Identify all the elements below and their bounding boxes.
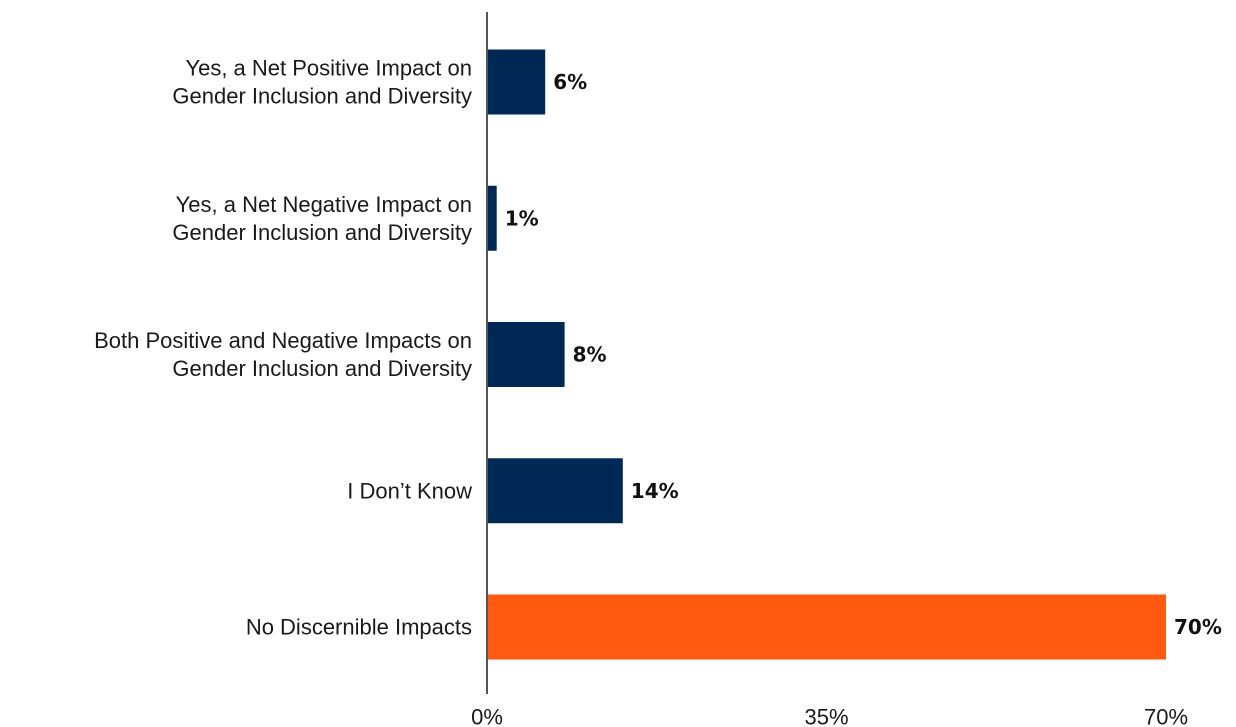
category-label-line: No Discernible Impacts [246, 615, 472, 640]
value-label-4: 14% [631, 479, 679, 503]
value-labels: 6% 1% 8% 14% 70% [505, 70, 1222, 639]
value-label-2: 1% [505, 206, 539, 230]
value-label-3: 8% [573, 343, 607, 367]
category-label-line: Yes, a Net Negative Impact on [176, 192, 472, 217]
category-label-3: Both Positive and Negative Impacts on Gen… [94, 328, 472, 381]
category-label-line: Gender Inclusion and Diversity [172, 220, 472, 245]
category-label-line: Both Positive and Negative Impacts on [94, 328, 472, 353]
value-label-5: 70% [1174, 615, 1222, 639]
category-label-line: I Don’t Know [347, 478, 472, 503]
category-label-line: Yes, a Net Positive Impact on [185, 56, 472, 81]
bar-3 [487, 322, 565, 387]
bar-1 [487, 49, 546, 115]
category-label-line: Gender Inclusion and Diversity [172, 356, 472, 381]
category-label-4: I Don’t Know [347, 478, 472, 503]
category-label-line: Gender Inclusion and Diversity [172, 84, 472, 109]
category-label-5: No Discernible Impacts [246, 615, 472, 640]
bar-4 [487, 458, 623, 524]
bar-2 [487, 185, 497, 251]
category-label-2: Yes, a Net Negative Impact on Gender Incl… [172, 192, 472, 245]
value-label-1: 6% [553, 70, 587, 94]
bars [487, 49, 1166, 660]
x-tick-label-1: 0% [471, 705, 503, 727]
x-tick-label-2: 35% [804, 705, 848, 727]
category-label-1: Yes, a Net Positive Impact on Gender Incl… [172, 56, 472, 109]
x-axis-tick-labels: 0% 35% 70% [471, 705, 1188, 727]
bar-5 [487, 594, 1166, 660]
category-labels: Yes, a Net Positive Impact on Gender Incl… [94, 56, 472, 640]
x-tick-label-3: 70% [1144, 705, 1188, 727]
